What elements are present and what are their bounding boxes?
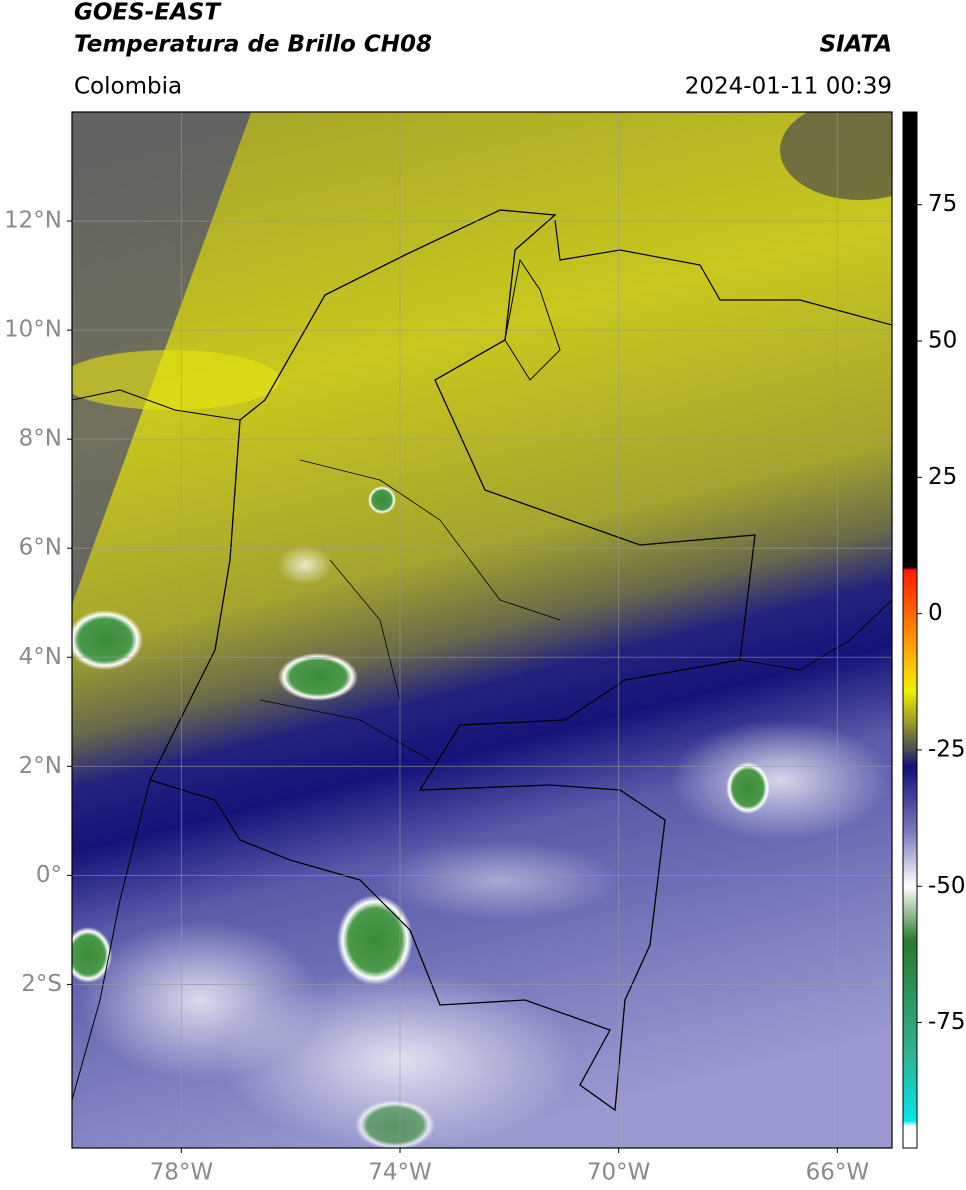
colorbar-tick-label: -50 — [928, 873, 966, 899]
y-tick-label: 4°N — [19, 644, 62, 670]
colorbar-tick-label: -25 — [928, 736, 966, 762]
y-tick-label: 8°N — [19, 426, 62, 452]
subtitle: Temperatura de Brillo CH08 — [74, 32, 432, 58]
ticks: 78°W 74°W 70°W 66°W 2°S 0° 2°N 4°N 6°N 8°N 10°N 12°… — [4, 191, 966, 1185]
y-tick-label: 6°N — [19, 535, 62, 561]
colorbar — [902, 111, 918, 1149]
colorbar-tick-label: 75 — [928, 191, 957, 217]
region: Colombia — [74, 74, 182, 100]
title: GOES-EAST — [74, 0, 222, 26]
y-tick-label: 2°N — [19, 753, 62, 779]
y-tick-label: 12°N — [4, 208, 62, 234]
y-tick-label: 2°S — [21, 971, 62, 997]
colorbar-tick-label: 50 — [928, 328, 957, 354]
satellite-image — [72, 112, 892, 1148]
map-frame — [71, 111, 893, 1149]
y-tick-label: 0° — [36, 862, 62, 888]
x-tick-label: 78°W — [150, 1160, 214, 1186]
x-tick-label: 66°W — [806, 1160, 870, 1186]
colorbar-tick-label: -75 — [928, 1009, 966, 1035]
x-tick-label: 70°W — [587, 1160, 651, 1186]
grid — [72, 112, 892, 1148]
colorbar-tick-label: 25 — [928, 464, 957, 490]
x-tick-label: 74°W — [368, 1160, 432, 1186]
colorbar-tick-label: 0 — [928, 600, 943, 626]
brand: SIATA — [820, 32, 892, 58]
timestamp: 2024-01-11 00:39 — [685, 74, 892, 100]
y-tick-label: 10°N — [4, 317, 62, 343]
